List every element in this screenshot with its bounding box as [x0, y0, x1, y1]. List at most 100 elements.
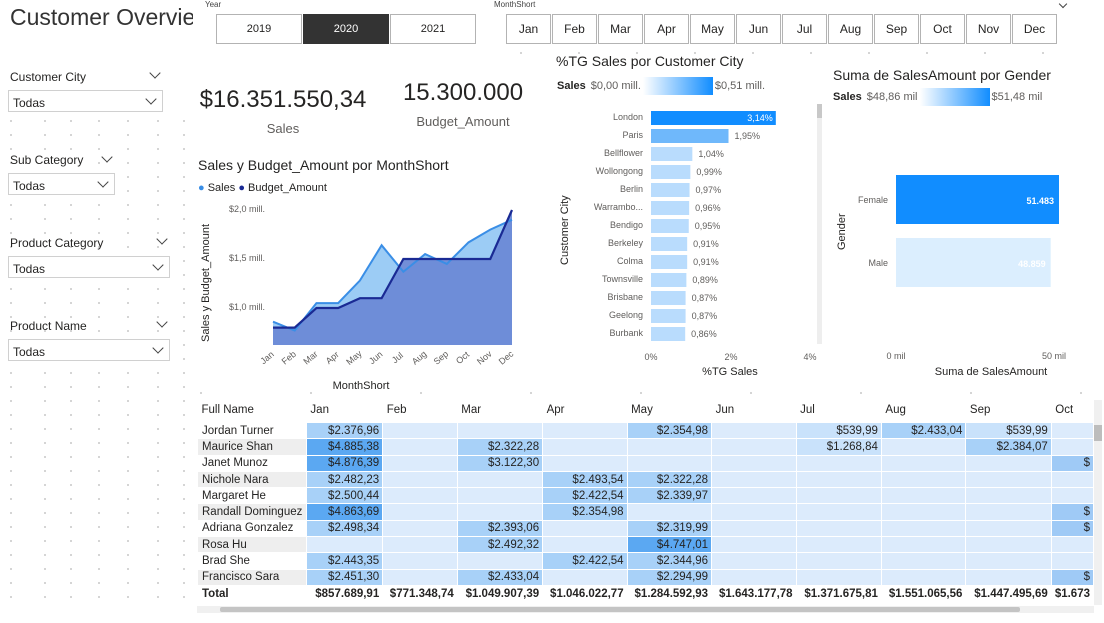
gender-bar-male[interactable] [896, 238, 1051, 287]
month-button-oct[interactable]: Oct [920, 14, 965, 44]
city-bar-0[interactable] [651, 111, 776, 125]
city-bar-5[interactable] [651, 201, 690, 215]
matrix-header-feb[interactable]: Feb [386, 404, 407, 416]
matrix-cell: $539,99 [965, 421, 1052, 440]
month-button-mar[interactable]: Mar [598, 14, 643, 44]
matrix-cell [965, 552, 1052, 570]
table-row[interactable]: Janet Munoz $4.876,39 $3.122,30 $ [197, 454, 1094, 472]
city-bar-11[interactable] [651, 309, 686, 323]
chevron-down-icon[interactable] [156, 233, 168, 245]
gender-bar-female[interactable] [896, 175, 1059, 224]
city-chart-title: %TG Sales por Customer City [556, 53, 744, 69]
matrix-header-mar[interactable]: Mar [461, 404, 482, 416]
grid-dot [127, 568, 129, 570]
matrix-cell [711, 421, 797, 440]
city-bar-12[interactable] [651, 327, 686, 341]
table-row[interactable]: Adriana Gonzalez $2.498,34 $2.393,06 $2.319… [197, 519, 1094, 538]
matrix-header-sep[interactable]: Sep [969, 404, 991, 416]
matrix-header-apr[interactable]: Apr [546, 404, 565, 416]
chevron-down-icon[interactable] [156, 316, 168, 328]
month-button-aug[interactable]: Aug [828, 14, 873, 44]
city-chart-scroll-thumb[interactable] [817, 104, 822, 118]
matrix-horizontal-scroll-thumb[interactable] [220, 607, 1020, 612]
matrix-cell: $2.492,32 [456, 536, 544, 554]
city-bar-chart[interactable]: Customer City London 3,14% Paris 1,95% Bellf… [552, 100, 827, 385]
month-button-jul[interactable]: Jul [782, 14, 827, 44]
matrix-header-full-name[interactable]: Full Name [201, 404, 254, 416]
table-row[interactable]: Randall Dominguez $4.863,69 $2.354,98 $ [197, 503, 1094, 521]
line-chart[interactable]: Sales y Budget_Amount $2,0 mill. $1,5 mi… [195, 198, 530, 398]
grid-dot [70, 120, 72, 122]
year-button-2020[interactable]: 2020 [303, 14, 389, 44]
grid-dot [98, 148, 100, 150]
matrix-header-jan[interactable]: Jan [310, 404, 329, 416]
year-button-2021[interactable]: 2021 [390, 14, 476, 44]
slicer-product-name-dropdown[interactable]: Todas [8, 339, 170, 361]
month-button-dec[interactable]: Dec [1012, 14, 1057, 44]
city-bar-1[interactable] [651, 129, 729, 143]
city-bar-8[interactable] [651, 255, 688, 269]
slicer-product-category-dropdown[interactable]: Todas [8, 256, 170, 278]
table-row[interactable]: Jordan Turner $2.376,96 $2.354,98 $539,99 $2… [197, 421, 1094, 440]
matrix-cell [711, 470, 797, 489]
city-bar-7[interactable] [651, 237, 688, 251]
chevron-down-icon[interactable] [149, 67, 161, 79]
matrix-header-oct[interactable]: Oct [1055, 404, 1074, 416]
matrix-cell [542, 454, 628, 472]
matrix-vertical-scroll-thumb[interactable] [1094, 425, 1102, 441]
table-row[interactable]: Maurice Shan $4.885,38 $2.322,28 $1.268,84 $… [197, 438, 1094, 456]
grid-dot [127, 148, 129, 150]
city-bar-4[interactable] [651, 183, 690, 197]
city-label-3: Wollongong [596, 166, 643, 176]
matrix-header-jun[interactable]: Jun [715, 404, 735, 416]
table-row[interactable]: Margaret He $2.500,44 $2.422,54 $2.339,97 [197, 487, 1094, 505]
grid-dot [420, 392, 422, 394]
city-label-7: Berkeley [608, 238, 644, 248]
grid-dot [44, 162, 46, 164]
slicer-sub-category-dropdown[interactable]: Todas [8, 173, 115, 195]
slicer-customer-city-dropdown[interactable]: Todas [8, 90, 163, 112]
month-button-apr[interactable]: Apr [644, 14, 689, 44]
year-button-2019[interactable]: 2019 [216, 14, 302, 44]
legend-budget[interactable]: Budget_Amount [248, 182, 327, 194]
grid-dot [183, 134, 185, 136]
grid-dot [183, 386, 185, 388]
city-chart-scrollbar[interactable] [817, 104, 822, 344]
table-row[interactable]: Francisco Sara $2.451,30 $2.433,04 $2.294,9… [197, 568, 1094, 586]
grid-dot [44, 288, 46, 290]
matrix-cell [382, 438, 458, 456]
month-button-jun[interactable]: Jun [736, 14, 781, 44]
month-button-may[interactable]: May [690, 14, 735, 44]
grid-dot [127, 428, 129, 430]
city-value-label-9: 0,89% [692, 275, 718, 285]
city-bar-3[interactable] [651, 165, 691, 179]
table-row[interactable]: Brad She $2.443,35 $2.422,54 $2.344,96 [197, 552, 1094, 570]
matrix-header-aug[interactable]: Aug [885, 404, 906, 416]
matrix-cell [880, 552, 967, 570]
chevron-down-icon[interactable] [101, 151, 113, 163]
city-bar-6[interactable] [651, 219, 689, 233]
table-row[interactable]: Rosa Hu $2.492,32 $4.747,01 [197, 536, 1094, 554]
matrix-cell [880, 487, 967, 505]
matrix-header-jul[interactable]: Jul [800, 404, 815, 416]
month-button-jan[interactable]: Jan [506, 14, 551, 44]
month-button-sep[interactable]: Sep [874, 14, 919, 44]
matrix-cell: $2.322,28 [456, 438, 544, 456]
table-row[interactable]: Nichole Nara $2.482,23 $2.493,54 $2.322,28 [197, 470, 1094, 489]
gender-bar-chart[interactable]: Gender Female 51.483 Male 48.859 0 mil 50 m… [830, 110, 1095, 385]
gender-chart-title: Suma de SalesAmount por Gender [833, 67, 1051, 83]
city-bar-10[interactable] [651, 291, 686, 305]
month-button-nov[interactable]: Nov [966, 14, 1011, 44]
grid-dot [70, 232, 72, 234]
month-button-feb[interactable]: Feb [552, 14, 597, 44]
gender-value-label-male: 48.859 [1018, 259, 1046, 269]
matrix-cell: $2.433,04 [456, 568, 544, 586]
year-slicer-label: Year [205, 0, 222, 9]
month-slicer-chevron-icon[interactable] [1058, 0, 1068, 9]
matrix-vertical-scrollbar[interactable] [1094, 400, 1102, 605]
city-bar-9[interactable] [651, 273, 687, 287]
legend-sales[interactable]: Sales [207, 182, 236, 194]
city-bar-2[interactable] [651, 147, 693, 161]
matrix-header-may[interactable]: May [631, 404, 653, 416]
line-chart-y-title: Sales y Budget_Amount [200, 224, 212, 342]
